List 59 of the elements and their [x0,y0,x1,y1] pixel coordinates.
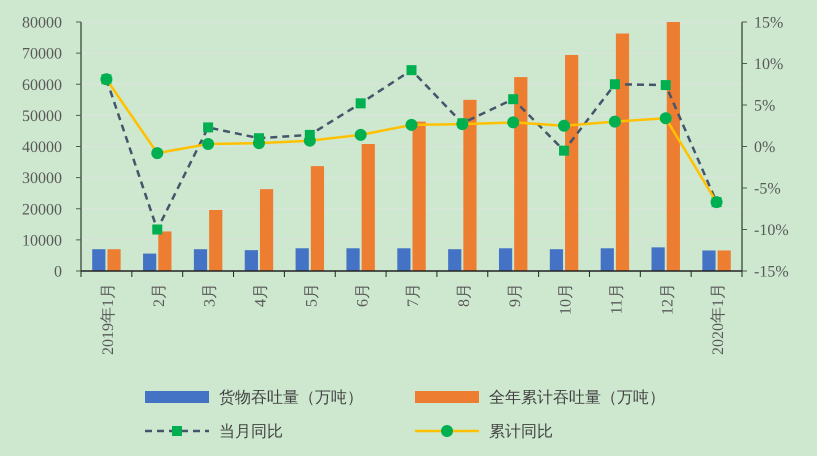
y2-tick-label: 10% [754,56,784,74]
x-tick-label: 2月 [150,283,168,307]
legend-label: 货物吞吐量（万吨） [219,388,363,407]
y2-tick-label: -10% [754,222,789,240]
bar [260,189,274,271]
bar [143,254,156,271]
y-tick-label: 80000 [22,14,62,32]
bar [194,249,208,271]
y-tick-label: 40000 [22,139,62,156]
bar [92,249,106,271]
y2-tick-label: -5% [754,180,781,198]
x-tick-label: 12月 [659,283,676,315]
bar [550,249,564,271]
x-tick-label: 4月 [252,283,270,307]
x-tick-label: 2020年1月 [710,283,728,355]
bar [397,248,410,271]
bar [718,250,731,271]
legend-label: 当月同比 [219,422,283,441]
x-tick-label: 7月 [405,283,422,307]
x-tick-label: 9月 [506,283,524,307]
y-tick-label: 10000 [22,232,62,250]
bar [514,77,528,271]
bar [158,231,172,271]
y2-tick-label: 5% [754,98,776,115]
bar [310,166,324,271]
bar [666,22,680,271]
legend-label: 累计同比 [489,422,553,441]
x-tick-label: 5月 [303,283,320,307]
bar [296,248,309,271]
bar [362,144,375,271]
y2-tick-label: 0% [754,139,776,156]
y2-tick-label: 15% [754,14,784,32]
bar [244,250,258,271]
bar [448,249,462,271]
x-tick-label: 2019年1月 [100,283,118,355]
y-tick-label: 30000 [22,170,62,188]
bar [702,250,716,271]
bar [600,248,614,271]
y-tick-label: 70000 [22,46,62,63]
y-tick-label: 0 [54,264,62,281]
bar [565,54,578,271]
bar [616,34,630,271]
bar [209,210,222,271]
x-tick-label: 11月 [608,283,626,314]
x-tick-label: 6月 [354,283,372,307]
bar [463,100,477,271]
y-tick-label: 20000 [22,201,62,218]
bar [498,248,512,271]
bar [652,247,665,271]
y2-tick-label: -15% [754,264,789,281]
bar [107,249,121,271]
x-tick-label: 10月 [558,283,575,315]
x-tick-label: 3月 [202,283,219,307]
legend-label: 全年累计吞吐量（万吨） [489,388,665,407]
y-tick-label: 60000 [22,76,62,94]
bar [412,122,426,271]
y-tick-label: 50000 [22,108,62,125]
bar [346,248,360,271]
x-tick-label: 8月 [456,283,473,307]
